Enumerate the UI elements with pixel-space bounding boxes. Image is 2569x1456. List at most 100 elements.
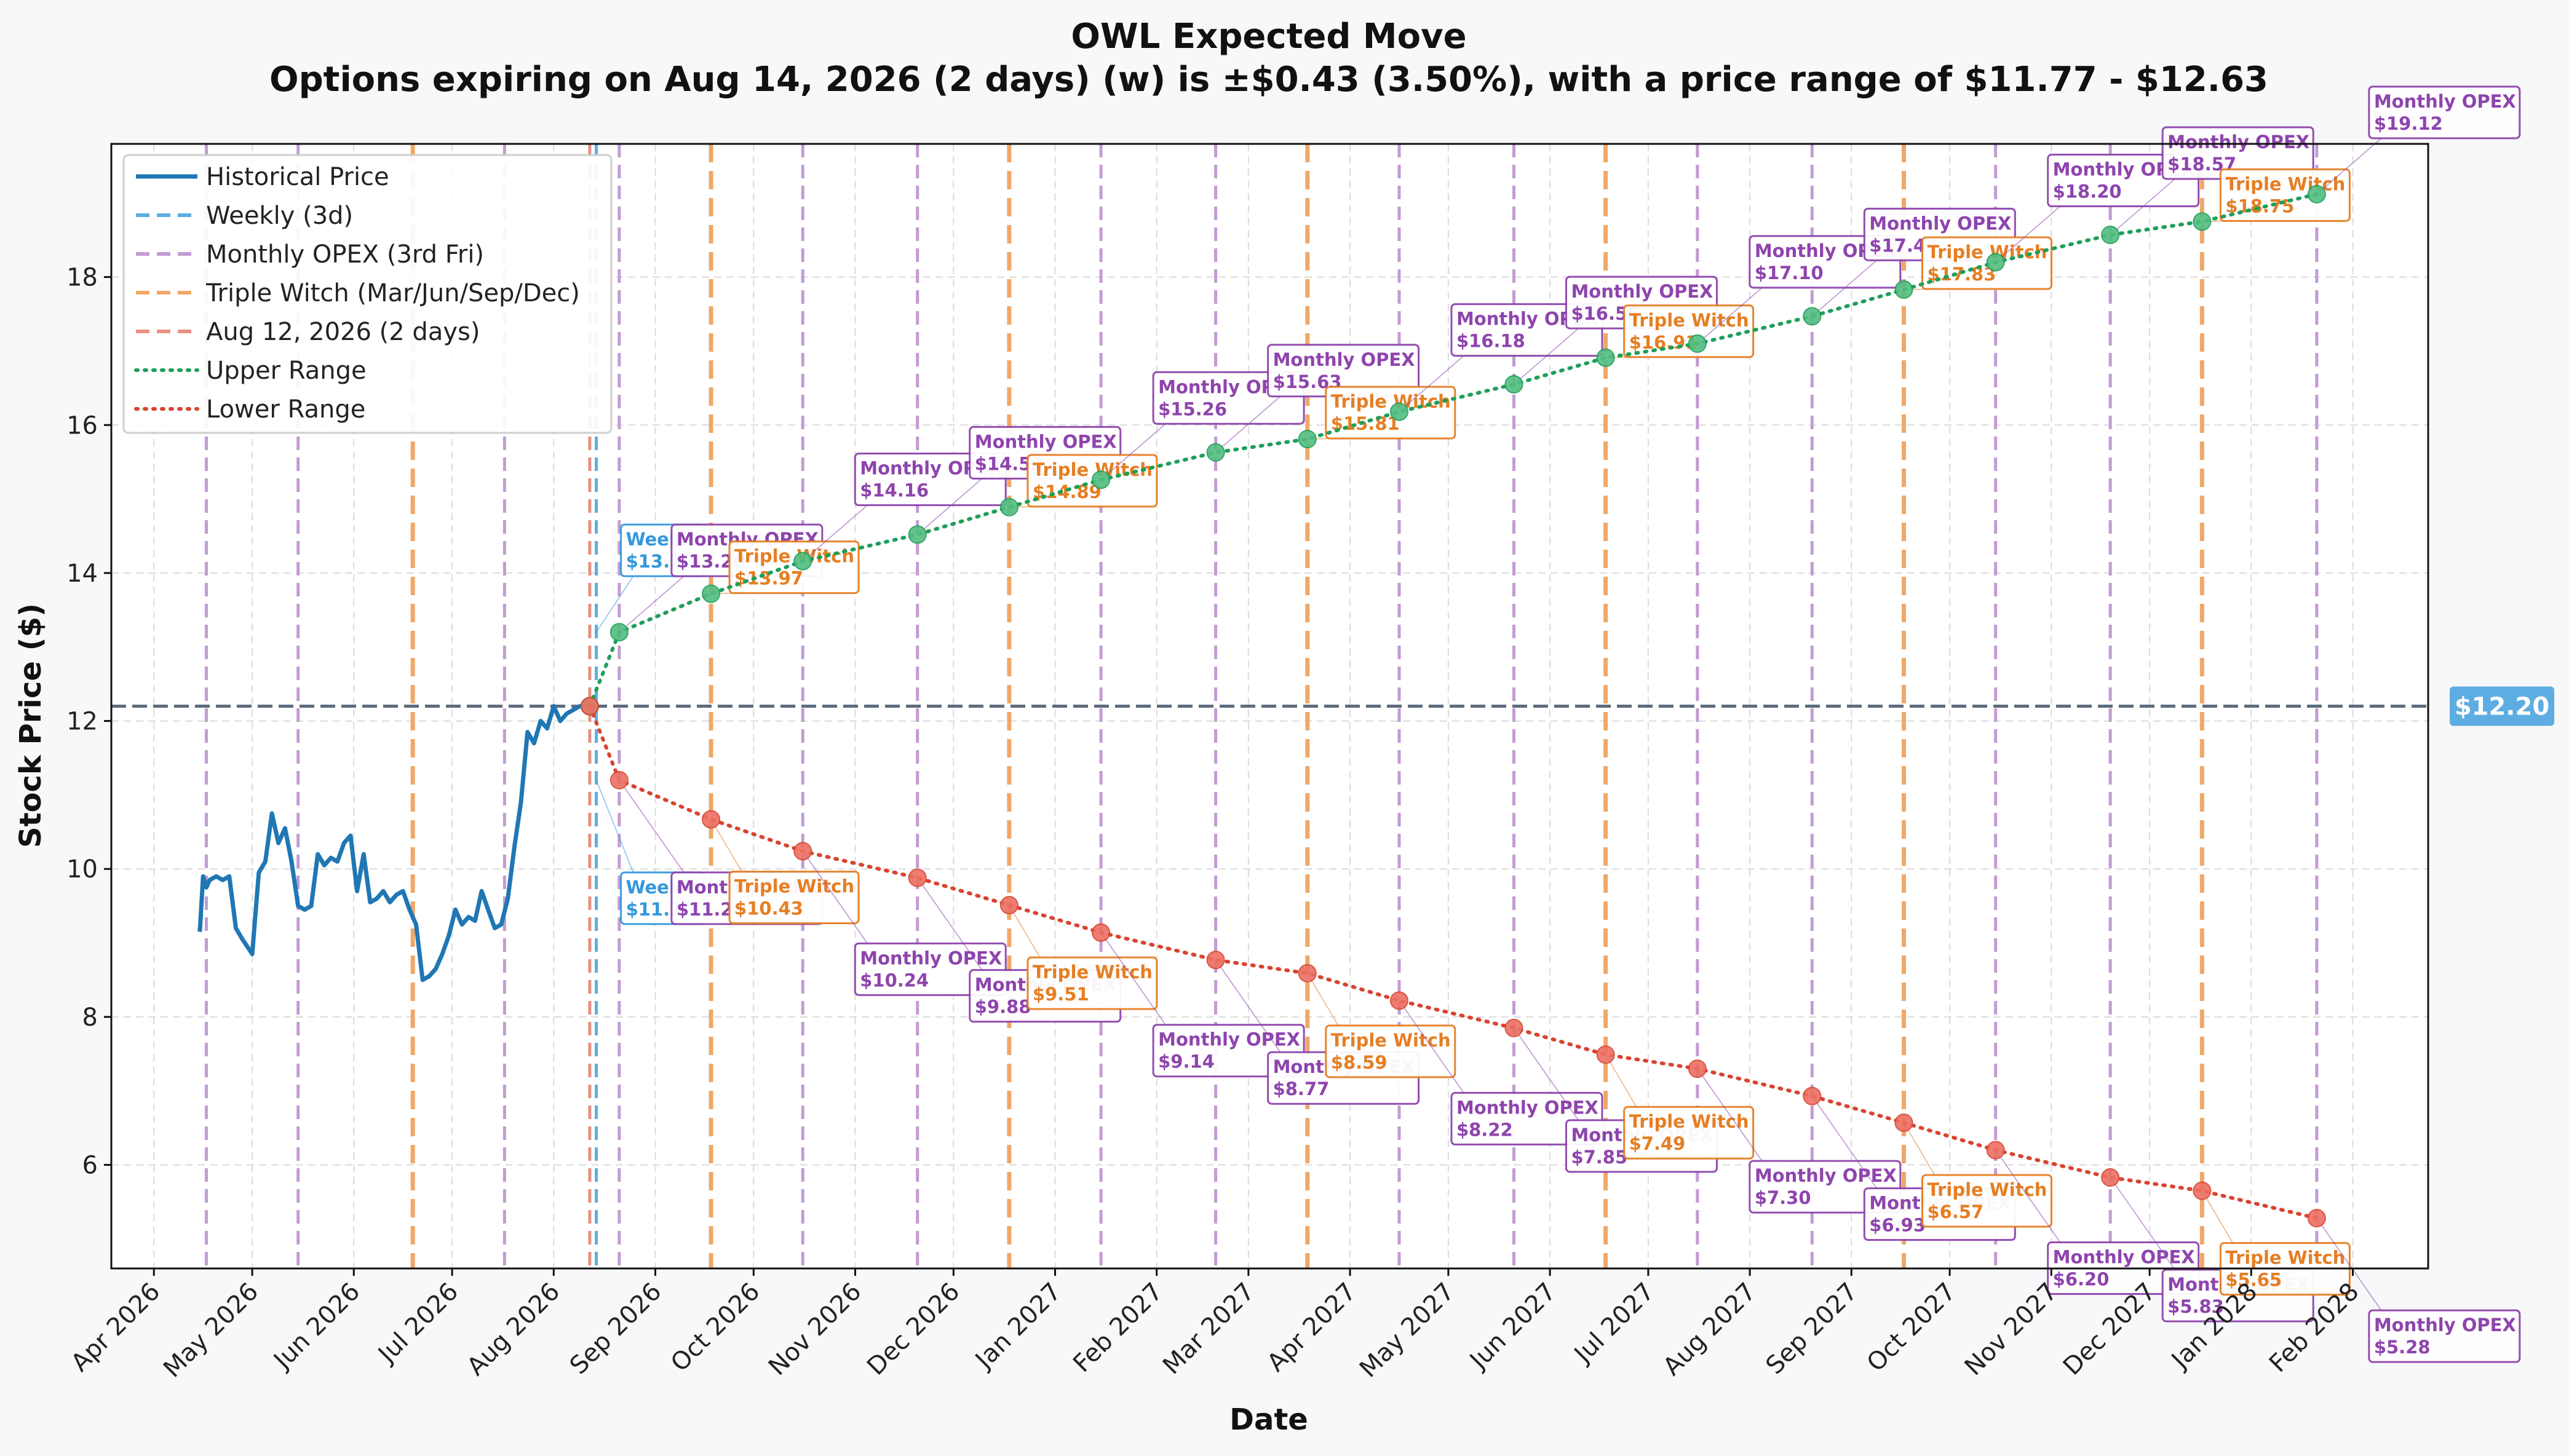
annotation-title: Triple Witch: [2225, 173, 2345, 194]
annotation-leader: [595, 576, 634, 633]
upper-range-point: [1894, 280, 1913, 299]
upper-range-point: [2193, 212, 2212, 231]
annotation-box: [1450, 303, 1603, 357]
annotation-price: $17.10: [1755, 263, 1824, 283]
annotation-price: $19.12: [2374, 113, 2443, 134]
annotation-box: [1450, 1091, 1603, 1145]
lower-range-point: [580, 697, 599, 716]
lower-range-point: [1596, 1045, 1615, 1064]
upper-range-point: [1596, 348, 1615, 367]
plot-frame: [110, 143, 2429, 1270]
chart-title: OWL Expected Move: [1071, 17, 1466, 57]
annotation-price: $5.83: [2167, 1296, 2224, 1317]
upper-range-point: [1092, 470, 1111, 489]
y-tick-label: 8: [82, 1003, 98, 1032]
annotation-leader: [1009, 904, 1041, 958]
annotation-title: Monthly OPEX: [2374, 91, 2516, 112]
legend-label: Upper Range: [206, 357, 367, 385]
annotation-title: Monthly OPEX: [2167, 132, 2309, 152]
annotation-title: Triple Witch: [1629, 1111, 1749, 1132]
annotation-leader: [1903, 1122, 1936, 1176]
annotation-title: Monthly OPEX: [1571, 281, 1713, 302]
annotation-box: [1152, 1024, 1305, 1078]
annotation-triple-lower: Triple Witch$8.59: [1325, 1024, 1456, 1078]
annotation-price: $17.83: [1927, 264, 1996, 285]
annotation-leader: [1307, 973, 1339, 1026]
annotation-price: $9.88: [975, 997, 1031, 1018]
annotation-leader: [1811, 259, 1877, 317]
annotation-title: Triple Witch: [734, 876, 854, 897]
legend: Historical Price Weekly (3d) Monthly OPEX …: [122, 154, 613, 434]
lower-range-point: [1206, 951, 1225, 970]
annotation-leader: [1399, 355, 1464, 413]
annotation-triple-upper: Triple Witch$18.75: [2219, 168, 2351, 222]
upper-range-point: [1504, 375, 1523, 394]
annotation-price: $14.16: [860, 480, 929, 501]
lower-range-point: [1298, 963, 1317, 983]
annotation-leader: [1995, 205, 2061, 263]
upper-range-point: [1688, 334, 1707, 353]
legend-label: Weekly (3d): [206, 202, 353, 230]
y-tick-label: 14: [66, 560, 98, 588]
annotation-leader: [802, 505, 868, 562]
lower-range-point: [999, 896, 1018, 915]
lower-range-point: [1504, 1018, 1523, 1037]
upper-range-point: [999, 497, 1018, 516]
annotation-box: [2368, 1309, 2521, 1363]
lower-range-point: [2193, 1181, 2212, 1200]
annotation-title: Monthly OPEX: [1755, 1165, 1897, 1186]
lower-range-point: [1986, 1141, 2005, 1160]
annotation-leader: [1513, 328, 1579, 385]
annotation-leader: [2316, 138, 2382, 195]
annotation-title: Triple Witch: [1927, 1179, 2047, 1200]
lower-range-point: [2101, 1168, 2120, 1187]
annotation-leader: [1215, 959, 1281, 1053]
annotation-box: [1325, 1024, 1456, 1078]
annotation-box: [1749, 235, 1902, 289]
lower-range-point: [1803, 1086, 1822, 1106]
annotation-triple-lower: Triple Witch$6.57: [1921, 1174, 2052, 1228]
lower-range-point: [702, 810, 721, 829]
lower-range-point: [2307, 1209, 2326, 1228]
annotation-price: $9.14: [1158, 1051, 1215, 1072]
annotation-monthly-upper: Monthly OPEX$15.63: [1267, 344, 1420, 398]
chart-subtitle: Options expiring on Aug 14, 2026 (2 days…: [269, 60, 2268, 100]
legend-label: Aug 12, 2026 (2 days): [206, 318, 480, 346]
lower-range-point: [793, 842, 812, 861]
upper-range-point: [1298, 430, 1317, 449]
annotation-triple-lower: Triple Witch$10.43: [728, 871, 860, 925]
annotation-leader: [595, 780, 634, 873]
annotation-price: $8.59: [1331, 1052, 1388, 1073]
annotation-title: Monthly OPEX: [975, 431, 1117, 452]
current-price-label: $12.20: [2455, 693, 2549, 721]
annotation-leader: [619, 780, 685, 873]
annotation-price: $8.77: [1273, 1078, 1330, 1099]
historical-price-line: [197, 704, 590, 983]
y-tick-label: 10: [66, 855, 98, 884]
annotation-title: Monthly OPEX: [860, 948, 1002, 968]
annotation-leader: [1811, 1096, 1877, 1189]
annotation-leader: [2110, 1177, 2175, 1270]
lower-range-point: [609, 770, 629, 789]
annotation-leader: [1513, 1027, 1579, 1121]
y-tick-label: 16: [66, 411, 98, 440]
annotation-title: Triple Witch: [1331, 1030, 1451, 1051]
annotation-title: Monthly OPEX: [1158, 1029, 1300, 1050]
y-tick-label: 18: [66, 264, 98, 292]
annotation-price: $13.97: [734, 568, 803, 589]
annotation-price: $16.18: [1456, 331, 1525, 352]
annotation-title: Triple Witch: [1629, 310, 1749, 331]
annotation-leader: [1697, 1068, 1763, 1161]
annotation-box: [2047, 154, 2200, 208]
upper-range-point: [908, 525, 927, 544]
annotation-price: $7.85: [1571, 1147, 1627, 1168]
annotation-price: $10.43: [734, 898, 803, 919]
legend-label: Monthly OPEX (3rd Fri): [206, 240, 484, 269]
annotation-title: Monthly OPEX: [1869, 213, 2011, 234]
annotation-leader: [1605, 1054, 1637, 1107]
annotation-monthly-lower: Monthly OPEX$8.22: [1450, 1091, 1603, 1145]
annotation-price: $6.57: [1927, 1201, 1983, 1222]
upper-range-point: [1986, 253, 2005, 272]
annotation-leader: [917, 478, 983, 535]
